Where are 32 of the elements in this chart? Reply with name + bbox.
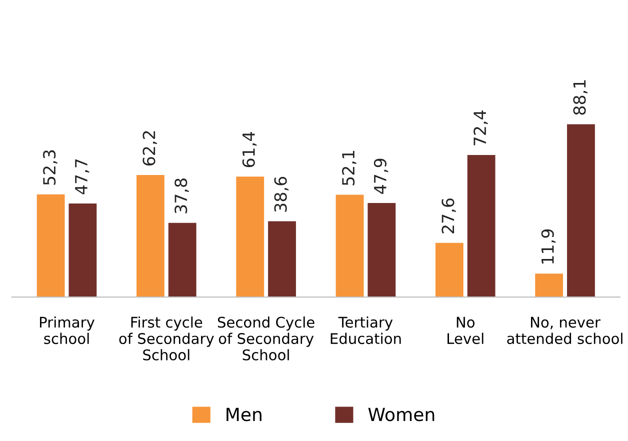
bar [168, 222, 196, 298]
data-label: 62,2 [142, 131, 157, 166]
x-tick-label: No Level [448, 316, 484, 344]
bar [467, 154, 496, 298]
bar [36, 194, 65, 298]
data-label: 37,8 [174, 178, 189, 214]
legend-label: Women [368, 408, 434, 422]
data-label: 61,4 [242, 132, 257, 168]
x-tick-label: No, never attended school [507, 316, 622, 344]
data-label: 52,3 [43, 150, 58, 185]
x-tick-label: First cycle of Secondary School [119, 316, 214, 360]
data-label: 88,1 [573, 80, 588, 115]
bar [236, 176, 264, 298]
data-label: 38,6 [274, 176, 289, 212]
bar [136, 174, 164, 298]
bar [535, 274, 564, 298]
bar [268, 221, 296, 298]
data-label: 27,6 [442, 198, 456, 234]
x-tick-label: Tertiary Education [330, 316, 401, 344]
data-label: 47,9 [374, 158, 388, 194]
data-label: 52,1 [342, 150, 356, 186]
bar [68, 203, 97, 298]
bar [336, 194, 364, 298]
bar [435, 242, 464, 298]
bar [567, 124, 595, 298]
x-tick-label: Second Cycle of Secondary School [218, 316, 314, 360]
data-label: 11,9 [541, 229, 556, 264]
legend-label: Men [226, 408, 262, 422]
x-tick-label: Primary school [40, 316, 94, 344]
bar [368, 203, 396, 298]
data-label: 72,4 [474, 110, 488, 146]
data-label: 47,7 [75, 159, 90, 194]
